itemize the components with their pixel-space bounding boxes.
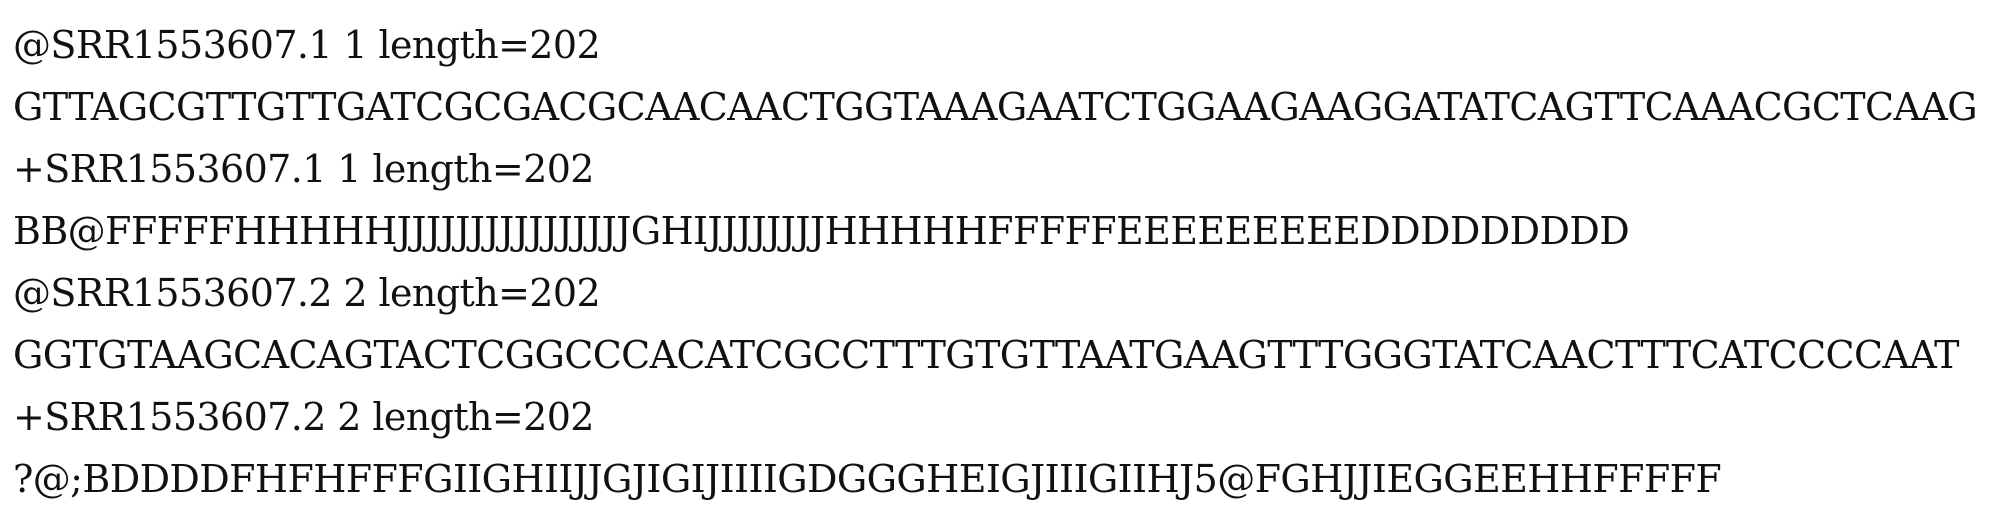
- read-header: @SRR1553607.1 1 length=202: [13, 23, 601, 67]
- read-quality: BB@FFFFFHHHHHJJJJJJJJJJJJJJJJGHIJJJJJJJJ…: [13, 209, 1630, 253]
- read-header: @SRR1553607.2 2 length=202: [13, 271, 601, 315]
- read-sequence: GTTAGCGTTGTTGATCGCGACGCAACAACTGGTAAAGAAT…: [13, 85, 1978, 129]
- read-separator: +SRR1553607.1 1 length=202: [13, 147, 594, 191]
- read-sequence: GGTGTAAGCACAGTACTCGGCCCACATCGCCTTTGTGTTA…: [13, 333, 1959, 377]
- fastq-document: @SRR1553607.1 1 length=202 GTTAGCGTTGTTG…: [13, 14, 1978, 510]
- read-separator: +SRR1553607.2 2 length=202: [13, 395, 594, 439]
- read-quality: ?@;BDDDDFHFHFFFGIIGHIIJJGJIGIJIIIIGDGGGH…: [13, 457, 1722, 501]
